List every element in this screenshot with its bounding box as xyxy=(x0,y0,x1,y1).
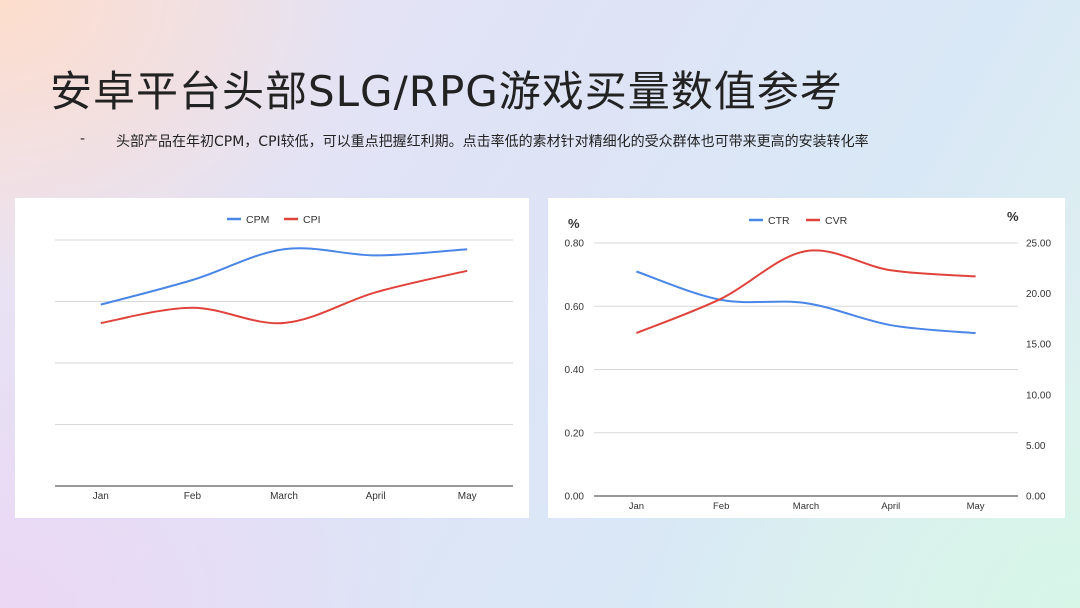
right-series-line-cvr xyxy=(636,249,976,335)
right-left-y-tick-label: 0.80 xyxy=(565,239,585,250)
left-series-line-cpm xyxy=(100,247,468,306)
right-x-tick-label: April xyxy=(881,501,900,512)
right-x-tick-label: May xyxy=(967,501,985,512)
cost-line-chart: Jan Feb March April May CPM CPI xyxy=(55,214,513,502)
right-series-line-ctr xyxy=(636,270,976,335)
rates-line-chart: 0.00 0.20 0.40 0.60 0.80 0.00 5.00 10.00 15.00 20… xyxy=(565,209,1052,512)
right-right-y-tick-label: 5.00 xyxy=(1026,441,1046,452)
chart-panel-cost: Jan Feb March April May CPM CPI xyxy=(15,198,529,518)
right-right-y-tick-label: 10.00 xyxy=(1026,390,1051,401)
left-legend-label-cpi: CPI xyxy=(303,214,321,226)
bullet-marker: - xyxy=(80,131,86,147)
right-left-y-tick-label: 0.40 xyxy=(565,365,585,376)
bullet-text: 头部产品在年初CPM，CPI较低，可以重点把握红利期。点击率低的素材针对精细化的… xyxy=(116,134,869,150)
left-x-tick-label: April xyxy=(366,491,386,502)
right-right-y-tick-label: 20.00 xyxy=(1026,289,1051,300)
right-x-tick-label: Jan xyxy=(629,501,644,512)
right-left-y-tick-label: 0.00 xyxy=(565,492,585,503)
right-legend-label-ctr: CTR xyxy=(768,215,790,227)
slide-title: 安卓平台头部SLG/RPG游戏买量数值参考 xyxy=(50,67,843,116)
right-left-axis-unit: % xyxy=(568,216,580,231)
right-x-tick-label: Feb xyxy=(713,501,729,512)
left-series-line-cpi xyxy=(100,269,468,325)
right-right-y-tick-label: 0.00 xyxy=(1026,492,1046,503)
right-legend-label-cvr: CVR xyxy=(825,215,848,227)
right-right-y-tick-label: 15.00 xyxy=(1026,340,1051,351)
right-left-y-tick-label: 0.60 xyxy=(565,302,585,313)
left-x-tick-label: May xyxy=(458,491,477,502)
right-right-axis-unit: % xyxy=(1007,209,1019,224)
chart-panel-rates: 0.00 0.20 0.40 0.60 0.80 0.00 5.00 10.00 15.00 20… xyxy=(548,198,1065,518)
left-legend-label-cpm: CPM xyxy=(246,214,269,226)
left-x-tick-label: Jan xyxy=(93,491,109,502)
right-right-y-tick-label: 25.00 xyxy=(1026,239,1051,250)
left-x-tick-label: Feb xyxy=(184,491,202,502)
left-x-tick-label: March xyxy=(270,491,298,502)
right-x-tick-label: March xyxy=(793,501,819,512)
right-left-y-tick-label: 0.20 xyxy=(565,428,585,439)
